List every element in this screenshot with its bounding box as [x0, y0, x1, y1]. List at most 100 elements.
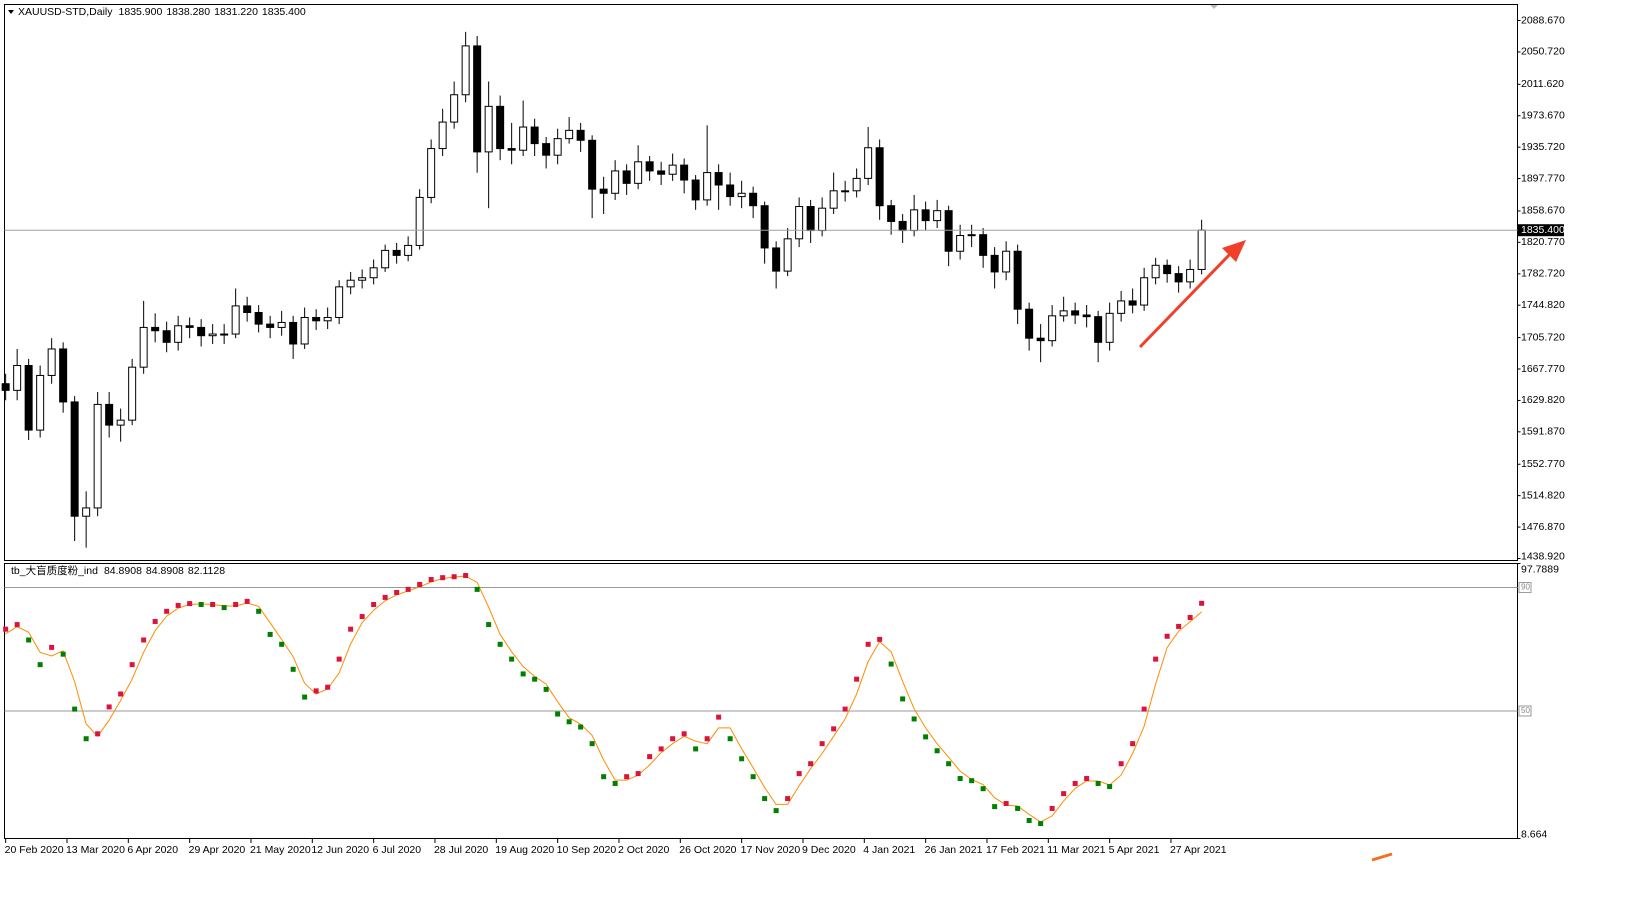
indicator-dot [382, 594, 388, 600]
indicator-dot [417, 581, 423, 587]
indicator-header: tb_大盲质度粉_ind 84.8908 84.8908 82.1128 [11, 564, 225, 577]
symbol-header: XAUUSD-STD,Daily 1835.900 1838.280 1831.220… [18, 6, 306, 18]
candle-body [289, 321, 298, 345]
indicator-dot [336, 656, 342, 662]
indicator-dot [3, 626, 9, 632]
candle-body [82, 507, 91, 517]
candle-body [553, 138, 562, 156]
indicator-dot [1118, 761, 1124, 767]
y-tick-label: 2011.620 [1521, 78, 1564, 90]
indicator-dot [888, 661, 894, 667]
candle-body [1140, 277, 1149, 306]
indicator-dot [785, 796, 791, 802]
candle-body [599, 188, 608, 194]
indicator-dot [405, 586, 411, 592]
y-tick-label: 1705.720 [1521, 331, 1565, 343]
indicator-dot [819, 741, 825, 747]
header-value: 84.8908 [104, 565, 142, 577]
indicator-dot [992, 804, 998, 810]
indicator-dot [210, 602, 216, 608]
indicator-dot [95, 731, 101, 737]
arrow-shaft [1138, 250, 1234, 349]
current-price-label: 1835.400 [1521, 224, 1565, 236]
indicator-dot [1199, 600, 1205, 606]
indicator-dot [187, 601, 193, 607]
price-panel [4, 4, 1518, 561]
indicator-dot [566, 719, 572, 725]
candle-body [979, 234, 988, 256]
shift-marker [1210, 5, 1218, 9]
indicator-dot [842, 706, 848, 712]
candle-body [749, 192, 758, 207]
indicator-dot [302, 694, 308, 700]
candle-body [277, 321, 286, 328]
candle-body [898, 220, 907, 232]
y-tick-label: 2050.720 [1521, 46, 1565, 58]
y-tick-label: 1514.820 [1521, 489, 1565, 501]
x-tick-label: 19 Aug 2020 [495, 844, 554, 856]
candle-body [208, 333, 217, 337]
candle-body [1094, 316, 1103, 343]
current-price-box [1518, 224, 1564, 237]
candle-body [427, 148, 436, 198]
candle-body [611, 170, 620, 194]
x-tick-label: 21 May 2020 [250, 844, 311, 856]
candle-body [415, 196, 424, 246]
candle-body [404, 244, 413, 256]
candle-body [841, 190, 850, 193]
indicator-dot [1176, 623, 1182, 629]
indicator-dot [670, 736, 676, 742]
indicator-dot [589, 741, 595, 747]
candle-body [243, 305, 252, 314]
candle-body [530, 126, 539, 145]
candle-body [450, 94, 459, 123]
x-tick-label: 12 Jun 2020 [311, 844, 369, 856]
indicator-dot [118, 691, 124, 697]
y-tick-label: 1476.870 [1521, 521, 1565, 533]
indicator-dot [601, 774, 607, 780]
indicator-dot [152, 618, 158, 624]
y-tick-label: 97.7889 [1521, 563, 1559, 575]
candle-body [1128, 300, 1137, 306]
indicator-dot [727, 736, 733, 742]
indicator-name: tb_大盲质度粉_ind [11, 564, 98, 577]
indicator-dot [129, 662, 135, 668]
indicator-dot [658, 746, 664, 752]
indicator-dot [1038, 821, 1044, 827]
indicator-dot [923, 734, 929, 740]
indicator-dot [865, 641, 871, 647]
signal-line [5, 575, 1202, 823]
candle-body [266, 323, 275, 328]
level-label: 90 [1521, 583, 1530, 592]
candle-body [1151, 264, 1160, 279]
x-tick-label: 6 Apr 2020 [127, 844, 178, 856]
indicator-dot [371, 602, 377, 608]
candle-body [875, 147, 884, 207]
indicator-dot [463, 572, 469, 578]
candle-body [1197, 229, 1206, 270]
indicator-dot [934, 748, 940, 754]
candle-body [93, 403, 102, 509]
indicator-dot [359, 614, 365, 620]
y-tick-label: 1897.770 [1521, 172, 1565, 184]
header-value: 1838.280 [166, 6, 210, 18]
indicator-dot [957, 776, 963, 782]
x-tick-label: 2 Oct 2020 [618, 844, 670, 856]
indicator-dot [26, 637, 32, 643]
candle-body [139, 326, 148, 368]
indicator-dot [1072, 780, 1078, 786]
candle-body [1036, 337, 1045, 342]
candle-body [1174, 273, 1183, 283]
candle-body [622, 170, 631, 184]
candle-body [47, 348, 56, 376]
indicator-dot [854, 676, 860, 682]
indicator-dot [1164, 633, 1170, 639]
indicator-dot [1049, 805, 1055, 811]
indicator-dot [198, 602, 204, 608]
indicator-dot [980, 786, 986, 792]
x-tick-label: 17 Nov 2020 [741, 844, 801, 856]
candle-body [323, 316, 332, 322]
indicator-dot [474, 586, 480, 592]
candle-body [1163, 264, 1172, 275]
